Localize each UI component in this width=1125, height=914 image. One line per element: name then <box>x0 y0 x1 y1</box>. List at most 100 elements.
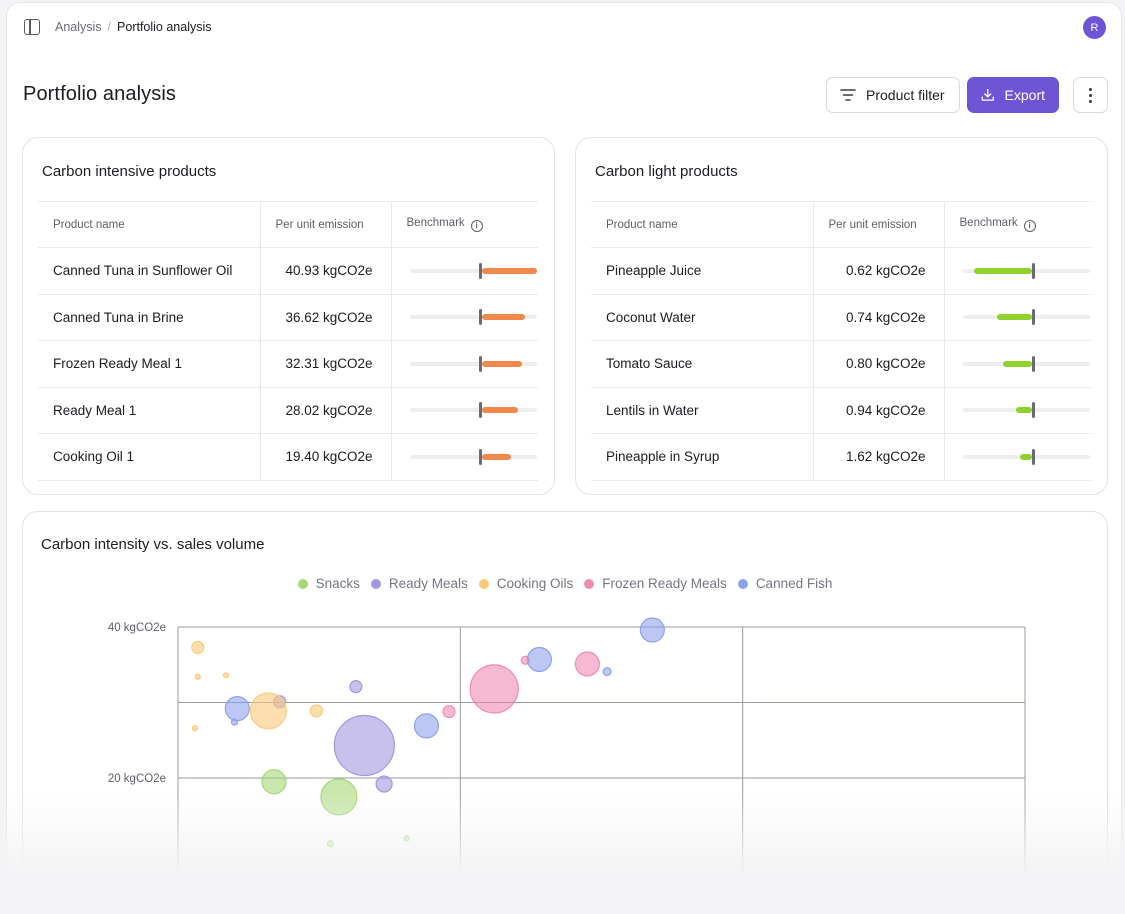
product-filter-button[interactable]: Product filter <box>826 77 960 113</box>
benchmark-bar <box>409 400 537 420</box>
bubble[interactable] <box>320 778 358 816</box>
emission-cell: 32.31 kgCO2e <box>260 340 392 388</box>
benchmark-cell <box>391 247 538 295</box>
bubble[interactable] <box>349 680 363 694</box>
bubble[interactable] <box>309 704 323 718</box>
benchmark-marker <box>478 402 482 419</box>
info-icon[interactable]: i <box>1023 219 1036 232</box>
download-icon <box>981 88 994 101</box>
product-name-cell: Canned Tuna in Sunflower Oil <box>38 247 261 295</box>
benchmark-marker <box>1031 262 1035 279</box>
more-vertical-icon <box>1089 87 1092 103</box>
benchmark-fill <box>481 314 525 321</box>
legend-item[interactable]: Ready Meals <box>370 576 468 591</box>
legend-item[interactable]: Canned Fish <box>737 576 832 591</box>
benchmark-bar <box>409 354 537 374</box>
bubble[interactable] <box>191 640 205 654</box>
benchmark-marker <box>478 448 482 465</box>
table-row[interactable]: Coconut Water 0.74 kgCO2e <box>591 294 1091 341</box>
export-button[interactable]: Export <box>967 77 1059 113</box>
bubble[interactable] <box>194 673 201 680</box>
bubble[interactable] <box>469 664 519 714</box>
column-header-product-name[interactable]: Product name <box>591 201 814 248</box>
benchmark-cell <box>944 387 1091 434</box>
table-header-row: Product name Per unit emission Benchmark… <box>38 201 538 248</box>
series-frozen-ready-meals <box>442 651 600 719</box>
chart-legend: Snacks Ready Meals Cooking Oils Frozen Read… <box>23 576 1107 591</box>
column-header-benchmark: Benchmark i <box>391 201 538 248</box>
benchmark-cell <box>944 294 1091 341</box>
column-header-emission[interactable]: Per unit emission <box>260 201 392 248</box>
bubble[interactable] <box>574 651 600 677</box>
table-row[interactable]: Pineapple in Syrup 1.62 kgCO2e <box>591 433 1091 481</box>
bubble[interactable] <box>602 666 612 677</box>
benchmark-cell <box>391 387 538 434</box>
legend-item[interactable]: Cooking Oils <box>478 576 574 591</box>
column-header-benchmark: Benchmark i <box>944 201 1091 248</box>
benchmark-fill <box>974 267 1033 274</box>
emission-cell: 0.80 kgCO2e <box>813 340 945 388</box>
avatar[interactable]: R <box>1083 16 1106 39</box>
benchmark-fill <box>1003 360 1033 367</box>
product-name-cell: Ready Meal 1 <box>38 387 261 434</box>
table-row[interactable]: Canned Tuna in Sunflower Oil 40.93 kgCO2e <box>38 247 538 295</box>
emission-cell: 28.02 kgCO2e <box>260 387 392 434</box>
benchmark-header-label: Benchmark <box>959 217 1018 230</box>
column-header-emission[interactable]: Per unit emission <box>813 201 945 248</box>
product-name-cell: Cooking Oil 1 <box>38 433 261 481</box>
bubble[interactable] <box>333 714 395 777</box>
breadcrumb-current: Portfolio analysis <box>117 20 212 34</box>
bubble[interactable] <box>403 835 410 842</box>
emission-cell: 0.94 kgCO2e <box>813 387 945 434</box>
table-row[interactable]: Cooking Oil 1 19.40 kgCO2e <box>38 433 538 481</box>
bubble[interactable] <box>326 840 335 848</box>
benchmark-track <box>409 454 537 459</box>
sidebar-toggle-icon[interactable] <box>24 19 40 35</box>
bubble[interactable] <box>442 704 456 719</box>
benchmark-marker <box>1031 309 1035 326</box>
more-options-button[interactable] <box>1073 77 1108 113</box>
bubble-chart: 40 kgCO2e 20 kgCO2e <box>108 617 1026 913</box>
table-row[interactable]: Frozen Ready Meal 1 32.31 kgCO2e <box>38 340 538 388</box>
info-icon[interactable]: i <box>470 219 483 232</box>
page-title: Portfolio analysis <box>23 83 176 105</box>
product-name-cell: Coconut Water <box>591 294 814 341</box>
bubble[interactable] <box>224 695 250 722</box>
benchmark-track <box>409 315 537 320</box>
bubble[interactable] <box>639 617 665 643</box>
benchmark-bar <box>409 447 537 467</box>
table-row[interactable]: Ready Meal 1 28.02 kgCO2e <box>38 387 538 434</box>
top-bar: Analysis / Portfolio analysis R <box>7 3 1121 53</box>
carbon-intensive-title: Carbon intensive products <box>42 163 217 180</box>
bubble[interactable] <box>526 646 552 673</box>
benchmark-bar <box>962 354 1090 374</box>
legend-item[interactable]: Frozen Ready Meals <box>584 576 727 591</box>
series-canned-fish <box>224 617 665 739</box>
legend-item[interactable]: Snacks <box>297 576 360 591</box>
bubble[interactable] <box>222 672 230 679</box>
table-row[interactable]: Tomato Sauce 0.80 kgCO2e <box>591 340 1091 388</box>
legend-dot <box>737 578 748 589</box>
benchmark-marker <box>478 262 482 279</box>
bubble[interactable] <box>261 769 287 795</box>
legend-label: Cooking Oils <box>496 576 574 591</box>
bubble[interactable] <box>230 718 239 726</box>
benchmark-fill <box>1015 407 1033 414</box>
column-header-product-name[interactable]: Product name <box>38 201 261 248</box>
bubble[interactable] <box>375 775 393 793</box>
table-row[interactable]: Canned Tuna in Brine 36.62 kgCO2e <box>38 294 538 341</box>
breadcrumb-parent-link[interactable]: Analysis <box>55 20 102 34</box>
legend-label: Snacks <box>315 576 360 591</box>
breadcrumb-separator: / <box>107 20 112 34</box>
emission-cell: 0.74 kgCO2e <box>813 294 945 341</box>
bubble[interactable] <box>249 692 287 730</box>
benchmark-fill <box>481 360 523 367</box>
bubble[interactable] <box>191 725 199 732</box>
benchmark-marker <box>478 355 482 372</box>
product-name-cell: Frozen Ready Meal 1 <box>38 340 261 388</box>
bubble[interactable] <box>413 713 440 739</box>
benchmark-cell <box>391 433 538 481</box>
table-row[interactable]: Pineapple Juice 0.62 kgCO2e <box>591 247 1091 295</box>
product-name-cell: Pineapple Juice <box>591 247 814 295</box>
table-row[interactable]: Lentils in Water 0.94 kgCO2e <box>591 387 1091 434</box>
